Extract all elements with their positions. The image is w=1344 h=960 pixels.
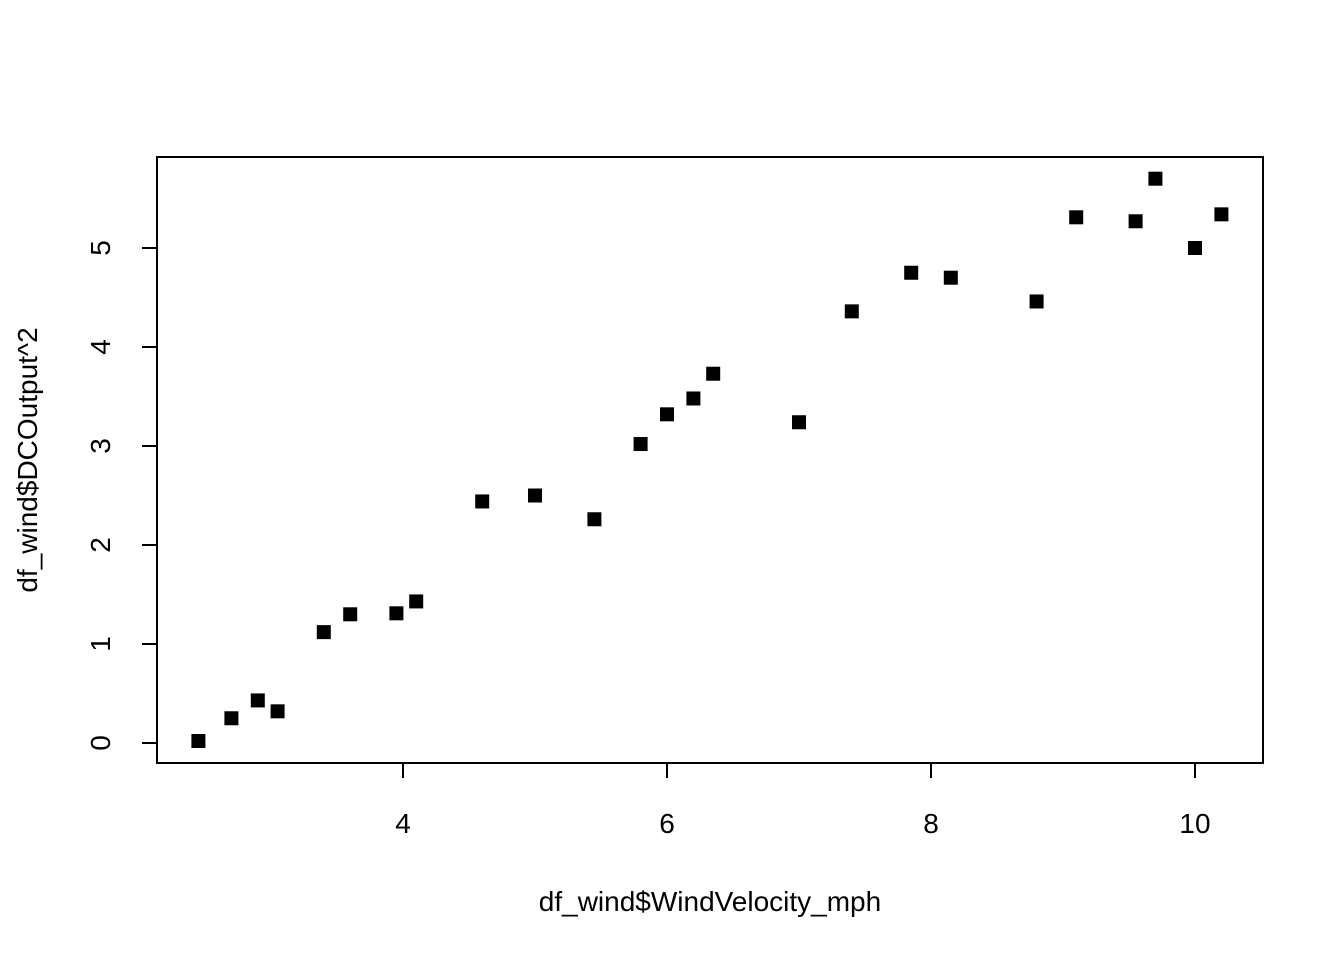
y-axis-title: df_wind$DCOutput^2 — [12, 327, 43, 592]
data-point — [844, 304, 859, 319]
data-point — [904, 265, 919, 280]
data-point — [1069, 210, 1084, 225]
data-point — [191, 734, 206, 749]
x-tick-label: 4 — [395, 808, 411, 839]
y-tick-label: 4 — [85, 339, 116, 355]
data-point — [1188, 241, 1202, 255]
data-point — [528, 488, 542, 503]
data-point — [1128, 214, 1143, 229]
data-points — [191, 171, 1229, 749]
y-axis: 0 1 2 3 4 5 — [85, 240, 158, 751]
data-point — [1148, 171, 1163, 186]
data-point — [1214, 207, 1229, 222]
data-point — [250, 693, 265, 708]
data-point — [343, 607, 358, 622]
data-point — [316, 625, 331, 640]
data-point — [660, 407, 674, 422]
data-point — [792, 415, 806, 430]
data-point — [633, 437, 648, 452]
x-axis-title: df_wind$WindVelocity_mph — [539, 886, 881, 917]
y-tick-label: 2 — [85, 537, 116, 553]
data-point — [224, 711, 239, 726]
data-point — [475, 494, 490, 509]
x-tick-label: 6 — [659, 808, 675, 839]
data-point — [686, 391, 701, 406]
data-point — [1029, 294, 1044, 309]
data-point — [706, 366, 721, 381]
y-tick-label: 5 — [85, 240, 116, 256]
x-tick-label: 10 — [1179, 808, 1210, 839]
data-point — [409, 594, 424, 609]
x-axis: 4 6 8 10 — [395, 762, 1211, 839]
y-tick-label: 0 — [85, 735, 116, 751]
data-point — [389, 606, 404, 621]
data-point — [270, 704, 285, 719]
data-point — [587, 512, 602, 527]
y-tick-label: 1 — [85, 636, 116, 652]
data-point — [943, 270, 958, 285]
x-tick-label: 8 — [923, 808, 939, 839]
y-tick-label: 3 — [85, 438, 116, 454]
plot-box — [156, 156, 1264, 764]
